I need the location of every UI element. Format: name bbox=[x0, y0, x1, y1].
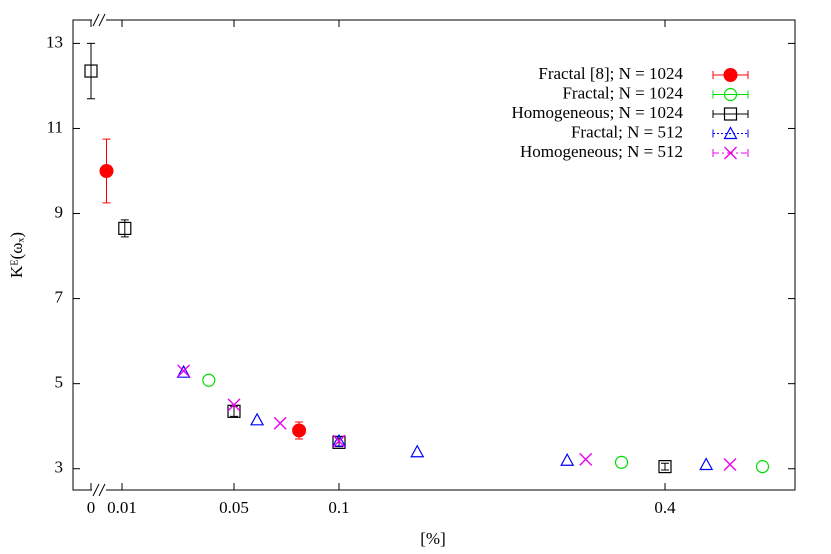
point bbox=[699, 457, 714, 471]
point bbox=[332, 435, 346, 449]
legend-label: Fractal; N = 1024 bbox=[562, 83, 683, 102]
x-axis-label: [%] bbox=[420, 529, 445, 548]
point bbox=[755, 460, 770, 474]
legend-label: Homogeneous; N = 1024 bbox=[511, 103, 683, 122]
point bbox=[118, 221, 132, 236]
point bbox=[658, 460, 672, 474]
y-tick-label: 3 bbox=[55, 458, 64, 477]
x-tick-label: 0.05 bbox=[219, 498, 249, 517]
point bbox=[614, 455, 629, 469]
point bbox=[723, 107, 738, 121]
x-tick-label: 0 bbox=[87, 498, 96, 517]
point bbox=[273, 416, 287, 430]
x-tick-label: 0.4 bbox=[654, 498, 676, 517]
x-tick-label: 0.1 bbox=[328, 498, 349, 517]
point bbox=[84, 64, 98, 78]
legend-cap bbox=[712, 149, 749, 157]
point bbox=[560, 452, 575, 466]
point bbox=[723, 87, 738, 102]
plot-frame bbox=[72, 19, 796, 491]
point bbox=[410, 444, 425, 458]
error-bar bbox=[230, 405, 238, 417]
point bbox=[177, 364, 191, 378]
legend-cap bbox=[712, 110, 749, 118]
legend-cap bbox=[712, 129, 749, 138]
y-tick-label: 5 bbox=[55, 373, 64, 392]
point bbox=[292, 423, 307, 438]
point bbox=[176, 364, 191, 378]
point bbox=[331, 433, 347, 447]
point bbox=[579, 452, 593, 466]
legend-label: Homogeneous; N = 512 bbox=[520, 142, 683, 161]
point bbox=[724, 146, 737, 160]
y-tick-label: 9 bbox=[55, 202, 64, 221]
point bbox=[99, 163, 114, 178]
point bbox=[202, 373, 216, 387]
x-tick-label: 0.01 bbox=[107, 498, 137, 517]
legend-label: Fractal [8]; N = 1024 bbox=[538, 64, 683, 83]
point bbox=[723, 126, 738, 140]
legend-label: Fractal; N = 512 bbox=[571, 122, 683, 141]
point bbox=[723, 68, 738, 82]
axis-break bbox=[92, 13, 106, 497]
y-axis-label: Kᴱ(ωₓ) bbox=[7, 232, 26, 278]
legend-cap bbox=[712, 90, 749, 99]
error-bar bbox=[661, 462, 669, 471]
point bbox=[723, 457, 737, 471]
y-tick-label: 11 bbox=[47, 117, 63, 136]
y-tick-label: 7 bbox=[55, 288, 64, 307]
point bbox=[227, 398, 241, 412]
point bbox=[250, 412, 265, 426]
point bbox=[332, 434, 346, 448]
legend-cap bbox=[712, 71, 749, 79]
y-tick-label: 13 bbox=[46, 32, 63, 51]
error-bar bbox=[87, 42, 95, 100]
